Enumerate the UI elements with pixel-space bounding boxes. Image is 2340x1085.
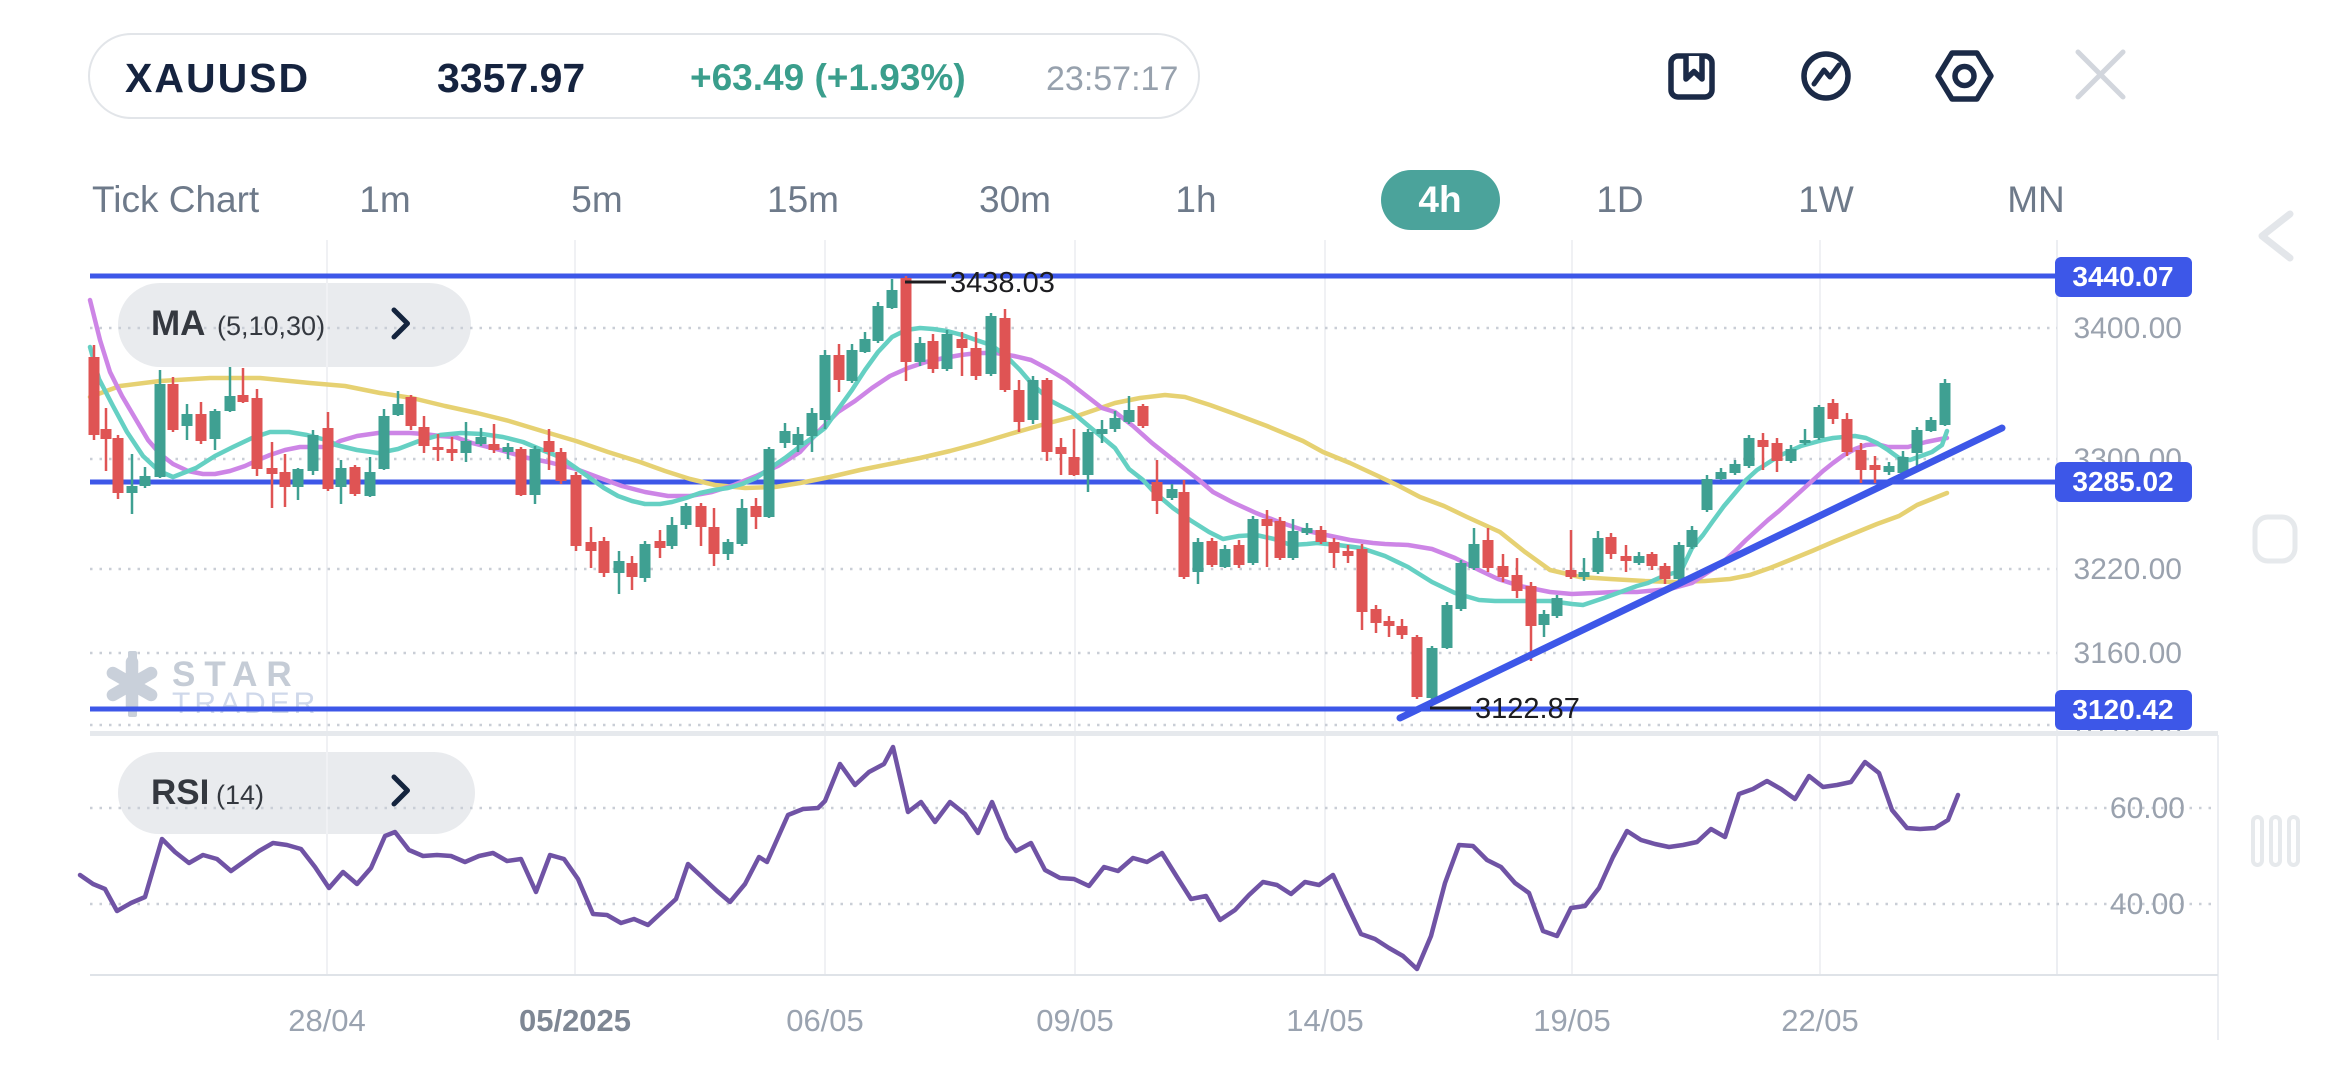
svg-text:TRADER: TRADER bbox=[172, 687, 319, 720]
svg-text:1h: 1h bbox=[1175, 179, 1216, 220]
svg-text:3120.42: 3120.42 bbox=[2072, 694, 2173, 725]
svg-text:23:57:17: 23:57:17 bbox=[1046, 60, 1178, 98]
svg-text:3357.97: 3357.97 bbox=[437, 55, 585, 101]
svg-text:05/2025: 05/2025 bbox=[519, 1003, 631, 1038]
svg-text:3438.03: 3438.03 bbox=[950, 267, 1055, 299]
svg-text:22/05: 22/05 bbox=[1781, 1003, 1859, 1038]
svg-text:3285.02: 3285.02 bbox=[2072, 466, 2173, 497]
svg-text:1W: 1W bbox=[1798, 179, 1854, 220]
svg-text:5m: 5m bbox=[571, 179, 622, 220]
svg-text:RSI: RSI bbox=[151, 773, 209, 812]
svg-text:3440.07: 3440.07 bbox=[2072, 261, 2173, 292]
svg-text:STAR: STAR bbox=[172, 655, 301, 694]
svg-text:(14): (14) bbox=[216, 780, 264, 810]
svg-text:15m: 15m bbox=[767, 179, 839, 220]
svg-text:19/05: 19/05 bbox=[1533, 1003, 1611, 1038]
svg-text:3220.00: 3220.00 bbox=[2074, 553, 2182, 586]
svg-text:XAUUSD: XAUUSD bbox=[125, 55, 310, 101]
svg-text:1m: 1m bbox=[359, 179, 410, 220]
svg-text:3160.00: 3160.00 bbox=[2074, 637, 2182, 670]
svg-text:1D: 1D bbox=[1596, 179, 1643, 220]
svg-text:06/05: 06/05 bbox=[786, 1003, 864, 1038]
svg-text:MA: MA bbox=[151, 304, 205, 343]
svg-text:30m: 30m bbox=[979, 179, 1051, 220]
svg-text:3400.00: 3400.00 bbox=[2074, 312, 2182, 345]
svg-text:60.00: 60.00 bbox=[2110, 792, 2185, 825]
svg-text:MN: MN bbox=[2007, 179, 2065, 220]
svg-text:4h: 4h bbox=[1418, 179, 1461, 220]
svg-text:Tick Chart: Tick Chart bbox=[92, 179, 260, 220]
svg-text:(5,10,30): (5,10,30) bbox=[217, 311, 325, 341]
svg-text:14/05: 14/05 bbox=[1286, 1003, 1364, 1038]
svg-text:40.00: 40.00 bbox=[2110, 888, 2185, 921]
svg-text:09/05: 09/05 bbox=[1036, 1003, 1114, 1038]
svg-text:3122.87: 3122.87 bbox=[1475, 693, 1580, 725]
svg-text:+63.49 (+1.93%): +63.49 (+1.93%) bbox=[690, 57, 966, 98]
svg-text:28/04: 28/04 bbox=[288, 1003, 366, 1038]
